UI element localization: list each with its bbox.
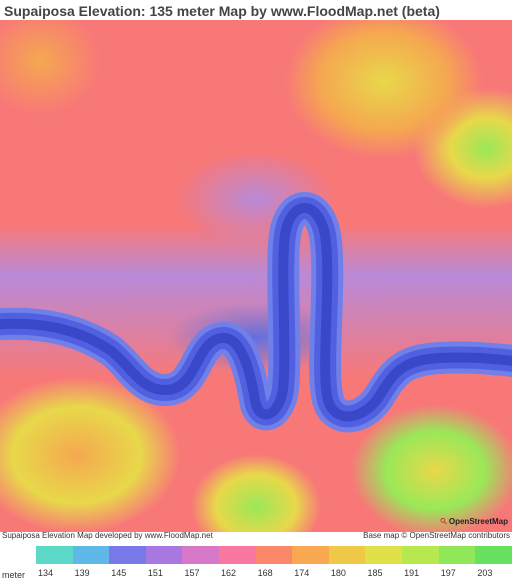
legend-tick: 203 bbox=[475, 568, 512, 582]
legend-tick: 151 bbox=[146, 568, 183, 582]
legend-swatch bbox=[439, 546, 476, 564]
legend-swatch bbox=[292, 546, 329, 564]
legend-tick: 191 bbox=[402, 568, 439, 582]
legend-swatches bbox=[36, 546, 512, 568]
page-title: Supaiposa Elevation: 135 meter Map by ww… bbox=[4, 3, 440, 19]
credit-left: Supaiposa Elevation Map developed by www… bbox=[2, 531, 213, 540]
credit-right: Base map © OpenStreetMap contributors bbox=[363, 531, 510, 540]
legend-labels: meter 1341391451511571621681741801851911… bbox=[0, 568, 512, 582]
osm-label: OpenStreetMap bbox=[449, 517, 508, 526]
map-terrain-layer bbox=[0, 20, 512, 532]
legend-swatch bbox=[109, 546, 146, 564]
legend-tick: 174 bbox=[292, 568, 329, 582]
legend-tick: 139 bbox=[73, 568, 110, 582]
legend-swatch bbox=[219, 546, 256, 564]
legend-tick: 157 bbox=[182, 568, 219, 582]
legend-tick: 162 bbox=[219, 568, 256, 582]
legend-swatch bbox=[182, 546, 219, 564]
legend-swatch bbox=[402, 546, 439, 564]
legend-swatch bbox=[475, 546, 512, 564]
magnifier-icon bbox=[440, 514, 447, 528]
elevation-legend: meter 1341391451511571621681741801851911… bbox=[0, 542, 512, 582]
legend-tick: 145 bbox=[109, 568, 146, 582]
legend-swatch bbox=[36, 546, 73, 564]
legend-tick: 168 bbox=[256, 568, 293, 582]
legend-tick: 197 bbox=[439, 568, 476, 582]
legend-unit: meter bbox=[2, 570, 25, 580]
elevation-map bbox=[0, 20, 512, 532]
legend-tick: 185 bbox=[365, 568, 402, 582]
legend-swatch bbox=[365, 546, 402, 564]
legend-tick: 180 bbox=[329, 568, 366, 582]
osm-attribution-logo: OpenStreetMap bbox=[440, 512, 508, 530]
legend-swatch bbox=[329, 546, 366, 564]
legend-swatch bbox=[73, 546, 110, 564]
legend-tick: 134 bbox=[36, 568, 73, 582]
legend-swatch bbox=[256, 546, 293, 564]
legend-swatch bbox=[146, 546, 183, 564]
